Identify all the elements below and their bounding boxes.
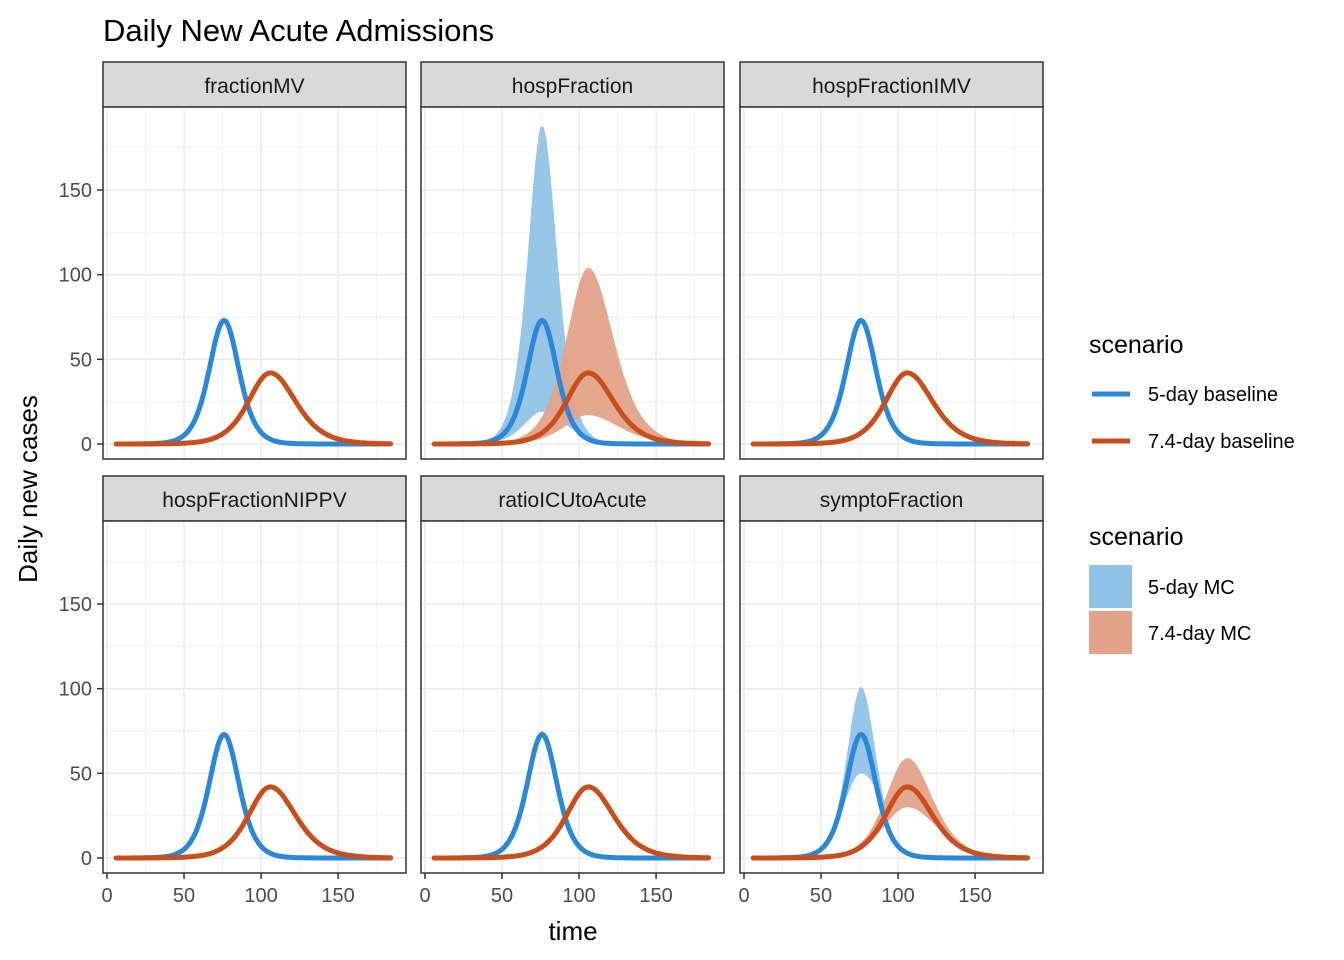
line-7.4-day-baseline [750,784,1030,861]
x-tick-label: 50 [810,885,832,907]
facet-strip [420,61,725,108]
plot-content [113,731,393,861]
facet-panel: ratioICUtoAcute 0 50 100 150 [419,475,725,907]
panel-border [102,106,407,460]
legend: scenario 5-day baseline 7.4-day baseline sc… [1089,331,1295,654]
gridlines [421,521,724,873]
panel-border [739,520,1044,874]
line-7.4-day-baseline [431,370,711,447]
x-tick-label: 100 [881,885,914,907]
facet-strip [102,61,407,108]
y-tick-label: 150 [59,594,92,616]
line-7.4-day-baseline [113,784,393,861]
facet-strip [739,61,1044,108]
x-tick-label: 150 [958,885,991,907]
plot-content [750,317,1030,447]
plot-content [431,731,711,861]
panel-border [420,106,725,460]
y-tick-label: 50 [70,763,92,785]
facet-strip-label: fractionMV [204,75,304,98]
facet-panel: symptoFraction 0 50 100 150 [738,475,1044,907]
panel-border [102,520,407,874]
chart-title: Daily New Acute Admissions [103,13,494,48]
facet-strip-label: symptoFraction [820,489,964,512]
plot-content [431,125,711,447]
facet-strip-label: hospFraction [512,75,633,98]
legend-line-label: 7.4-day baseline [1148,431,1295,453]
legend-line-label: 5-day baseline [1148,384,1278,406]
y-tick-label: 150 [59,180,92,202]
facet-strip-label: hospFractionNIPPV [162,489,346,512]
x-tick-label: 0 [419,885,430,907]
facet-panels: fractionMV 0 50 100 150 hospFraction hospFract… [59,61,1044,907]
legend-bands-title: scenario [1089,523,1184,551]
plot-background [103,107,406,459]
facet-strip-label: ratioICUtoAcute [498,489,646,512]
x-tick-label: 50 [173,885,195,907]
panel-border [739,106,1044,460]
facet-panel: fractionMV 0 50 100 150 [59,61,407,460]
x-tick-label: 0 [738,885,749,907]
line-7.4-day-baseline [113,370,393,447]
x-tick-label: 150 [639,885,672,907]
facet-panel: hospFractionIMV [739,61,1044,460]
x-tick-label: 0 [101,885,112,907]
facet-strip [420,475,725,522]
x-tick-label: 150 [321,885,354,907]
facet-strip-label: hospFractionIMV [812,75,971,98]
line-7.4-day-baseline [750,370,1030,447]
facet-panel: hospFractionNIPPV 0 50 100 150 0 50 100 150 [59,475,407,907]
plot-background [740,107,1043,459]
plot-content [750,687,1030,861]
band-7.4-day-mc [434,267,709,444]
x-tick-label: 50 [491,885,513,907]
y-tick-label: 0 [81,848,92,870]
facet-strip [102,475,407,522]
plot-background [421,521,724,873]
plot-background [740,521,1043,873]
legend-band-label: 7.4-day MC [1148,623,1251,645]
y-tick-label: 0 [81,434,92,456]
facet-panel: hospFraction [420,61,725,460]
plot-background [103,521,406,873]
y-tick-label: 100 [59,679,92,701]
legend-band-label: 5-day MC [1148,577,1235,599]
x-tick-label: 100 [244,885,277,907]
plot-content [113,317,393,447]
x-axis-title: time [548,916,597,946]
x-tick-label: 100 [562,885,595,907]
panel-border [420,520,725,874]
y-tick-label: 50 [70,349,92,371]
legend-band-swatch [1089,611,1132,654]
y-tick-label: 100 [59,265,92,287]
line-7.4-day-baseline [431,784,711,861]
y-axis-title: Daily new cases [13,395,43,583]
legend-lines-title: scenario [1089,331,1184,359]
legend-band-swatch [1089,565,1132,608]
